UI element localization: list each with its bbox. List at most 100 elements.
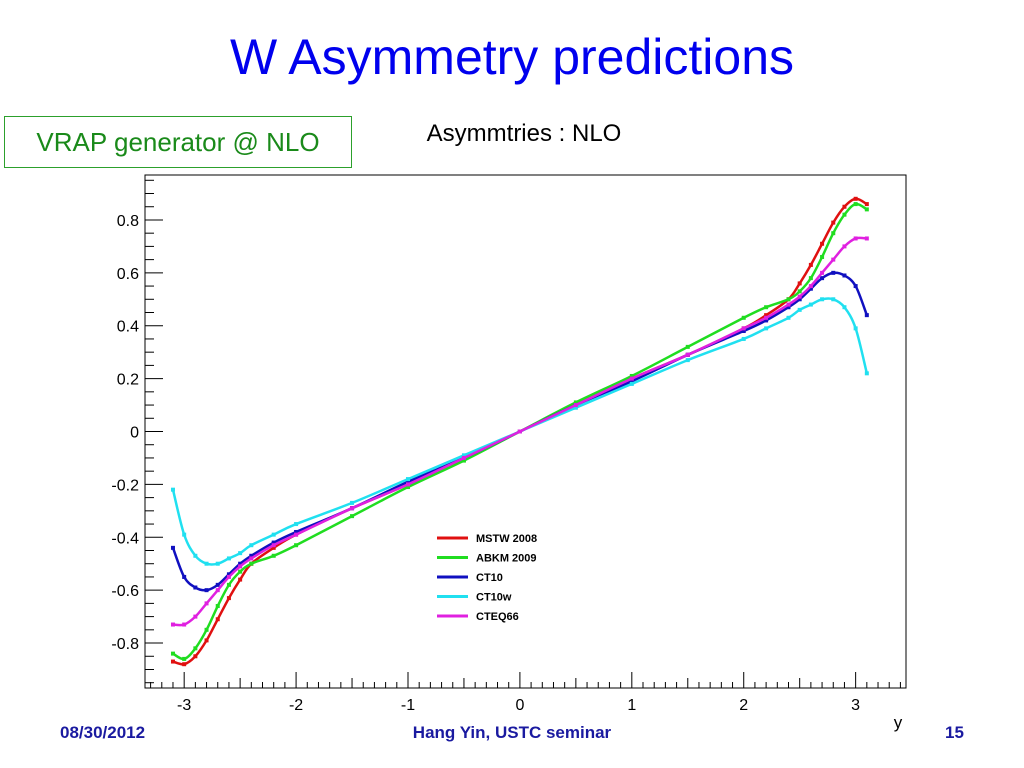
data-point-abkm-2009 (842, 212, 847, 217)
data-point-abkm-2009 (864, 207, 869, 212)
legend-label: ABKM 2009 (476, 553, 537, 565)
legend-label: CT10w (476, 592, 512, 604)
data-point-cteq66 (170, 622, 175, 627)
data-point-cteq66 (294, 532, 299, 537)
data-point-abkm-2009 (786, 297, 791, 302)
data-point-ct10w (170, 487, 175, 492)
data-point-ct10 (193, 585, 198, 590)
data-point-ct10w (350, 500, 355, 505)
data-point-ct10w (764, 326, 769, 331)
data-point-ct10 (238, 561, 243, 566)
chart-title: Asymmtries : NLO (427, 120, 622, 147)
data-point-ct10w (573, 405, 578, 410)
data-point-ct10w (193, 553, 198, 558)
data-point-cteq66 (271, 543, 276, 548)
data-point-mstw-2008 (820, 241, 825, 246)
data-point-abkm-2009 (797, 289, 802, 294)
footer-date: 08/30/2012 (60, 723, 146, 742)
data-point-cteq66 (864, 236, 869, 241)
data-point-ct10w (685, 358, 690, 363)
data-point-cteq66 (193, 614, 198, 619)
y-tick-label: 0 (130, 425, 139, 442)
data-point-cteq66 (831, 257, 836, 262)
footer-presenter: Hang Yin, USTC seminar (412, 723, 612, 742)
data-point-ct10 (741, 329, 746, 334)
data-point-cteq66 (350, 506, 355, 511)
data-point-cteq66 (853, 236, 858, 241)
y-tick-label: -0.6 (111, 583, 139, 600)
data-point-cteq66 (405, 482, 410, 487)
data-point-ct10 (629, 379, 634, 384)
data-point-ct10 (249, 553, 254, 558)
legend-label: CT10 (476, 572, 503, 584)
data-point-mstw-2008 (215, 617, 220, 622)
data-point-cteq66 (204, 601, 209, 606)
data-point-ct10 (182, 574, 187, 579)
data-point-ct10 (294, 529, 299, 534)
data-point-mstw-2008 (226, 596, 231, 601)
data-point-ct10 (170, 545, 175, 550)
data-point-ct10w (182, 532, 187, 537)
data-point-cteq66 (226, 574, 231, 579)
data-point-abkm-2009 (182, 656, 187, 661)
data-point-ct10w (204, 561, 209, 566)
data-point-ct10 (842, 273, 847, 278)
legend-label: MSTW 2008 (476, 533, 537, 545)
data-point-cteq66 (685, 352, 690, 357)
data-point-abkm-2009 (238, 569, 243, 574)
x-tick-label: -3 (177, 697, 191, 714)
data-point-abkm-2009 (820, 254, 825, 259)
x-tick-label: 3 (851, 697, 860, 714)
data-point-ct10w (820, 297, 825, 302)
data-point-cteq66 (182, 622, 187, 627)
data-point-ct10w (853, 326, 858, 331)
data-point-cteq66 (797, 294, 802, 299)
data-point-ct10w (786, 315, 791, 320)
data-point-ct10w (405, 477, 410, 482)
series-lines (170, 196, 869, 667)
y-tick-label: -0.8 (111, 636, 139, 653)
data-point-abkm-2009 (741, 315, 746, 320)
data-point-ct10w (797, 307, 802, 312)
y-tick-label: 0.2 (117, 372, 139, 389)
data-point-ct10w (842, 305, 847, 310)
data-point-abkm-2009 (461, 458, 466, 463)
data-point-abkm-2009 (294, 543, 299, 548)
data-point-ct10 (405, 479, 410, 484)
data-point-abkm-2009 (405, 485, 410, 490)
data-point-abkm-2009 (204, 627, 209, 632)
data-point-ct10 (226, 572, 231, 577)
data-point-mstw-2008 (808, 262, 813, 267)
data-point-cteq66 (573, 403, 578, 408)
data-point-abkm-2009 (271, 553, 276, 558)
plot-frame (144, 174, 907, 689)
x-tick-label: 2 (739, 697, 748, 714)
data-point-abkm-2009 (573, 400, 578, 405)
data-point-ct10 (215, 582, 220, 587)
data-point-cteq66 (741, 326, 746, 331)
y-tick-label: 0.6 (117, 266, 139, 283)
x-axis-label: y (894, 713, 903, 732)
data-point-cteq66 (215, 588, 220, 593)
data-point-abkm-2009 (215, 604, 220, 609)
data-point-ct10w (808, 302, 813, 307)
data-point-cteq66 (786, 302, 791, 307)
data-point-ct10 (808, 286, 813, 291)
data-point-ct10 (831, 270, 836, 275)
data-point-mstw-2008 (831, 220, 836, 225)
data-point-cteq66 (249, 556, 254, 561)
x-tick-label: 0 (515, 697, 524, 714)
data-point-cteq66 (517, 429, 522, 434)
data-point-mstw-2008 (170, 659, 175, 664)
data-point-cteq66 (461, 455, 466, 460)
data-point-abkm-2009 (853, 202, 858, 207)
data-point-mstw-2008 (182, 662, 187, 667)
data-point-mstw-2008 (853, 196, 858, 201)
data-point-ct10w (271, 532, 276, 537)
data-point-ct10 (271, 540, 276, 545)
data-point-abkm-2009 (193, 646, 198, 651)
data-point-abkm-2009 (808, 276, 813, 281)
data-point-mstw-2008 (864, 202, 869, 207)
data-point-cteq66 (238, 564, 243, 569)
data-point-mstw-2008 (204, 638, 209, 643)
